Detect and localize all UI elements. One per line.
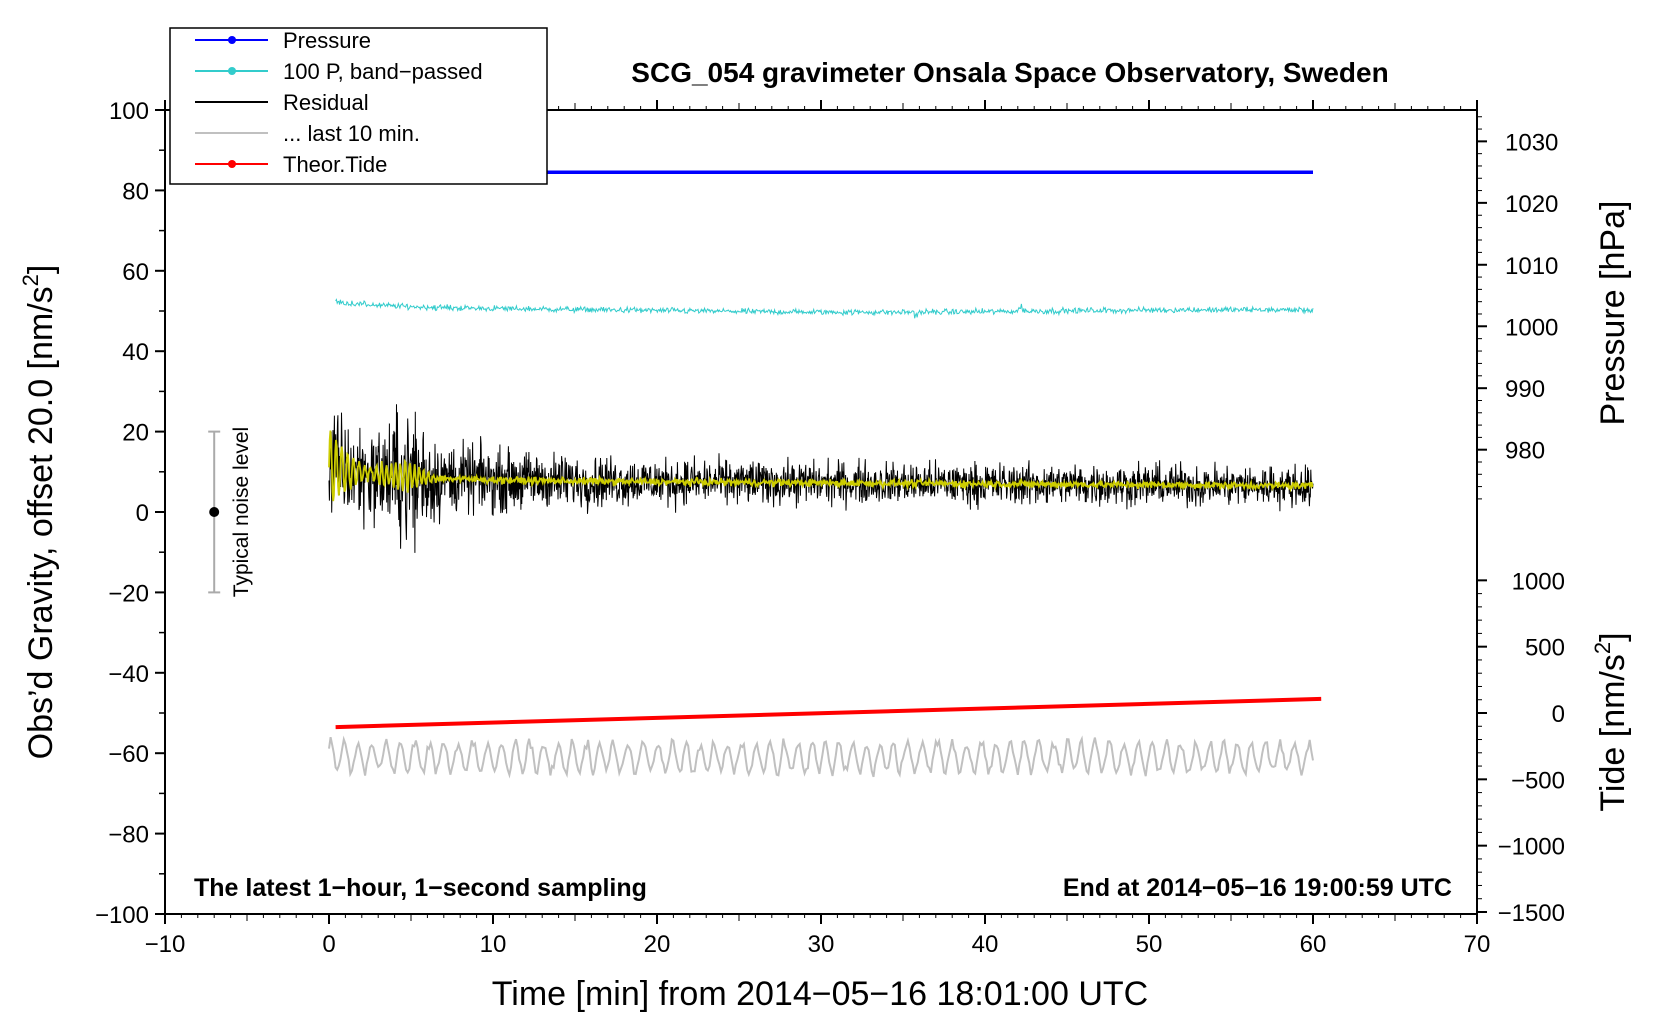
pressure-tick-label: 1020 bbox=[1505, 191, 1558, 218]
x-tick-label: 0 bbox=[322, 931, 335, 958]
x-tick-label: 40 bbox=[972, 931, 999, 958]
x-axis-title: Time [min] from 2014−05−16 18:01:00 UTC bbox=[492, 975, 1148, 1013]
y-tick-label: 60 bbox=[122, 259, 149, 286]
pressure-tick-label: 990 bbox=[1505, 376, 1545, 403]
annotation-left: The latest 1−hour, 1−second sampling bbox=[194, 874, 647, 902]
plot-frame bbox=[164, 109, 1478, 915]
x-tick-label: 10 bbox=[480, 931, 507, 958]
series-last-10-min bbox=[328, 735, 1314, 779]
tide-tick-label: 1000 bbox=[1512, 568, 1565, 595]
y-tick-label: −80 bbox=[108, 822, 149, 849]
y-tick-label: 40 bbox=[122, 339, 149, 366]
legend: Pressure 100 P, band−passed Residual ... la… bbox=[169, 27, 548, 185]
y-tick-label: 0 bbox=[136, 500, 149, 527]
noise-bar-label: Typical noise level bbox=[230, 427, 253, 597]
legend-box bbox=[169, 27, 548, 185]
tide-tick-label: −1000 bbox=[1498, 834, 1565, 861]
y-axis-title-tide-main: Tide [nm/s bbox=[1594, 654, 1632, 811]
y-axis-title-left: Obs’d Gravity, offset 20.0 [nm/s2] bbox=[18, 265, 60, 760]
plot-series bbox=[328, 170, 1322, 779]
tide-tick-label: 0 bbox=[1552, 701, 1565, 728]
legend-label: ... last 10 min. bbox=[283, 121, 420, 146]
x-tick-label: −10 bbox=[145, 931, 186, 958]
x-tick-label: 30 bbox=[808, 931, 835, 958]
x-tick-label: 50 bbox=[1136, 931, 1163, 958]
pressure-tick-label: 1030 bbox=[1505, 129, 1558, 156]
y-axis-title-pressure: Pressure [hPa] bbox=[1594, 201, 1632, 426]
pressure-tick-label: 980 bbox=[1505, 438, 1545, 465]
tide-tick-label: −1500 bbox=[1498, 900, 1565, 927]
x-tick-label: 20 bbox=[644, 931, 671, 958]
pressure-tick-label: 1010 bbox=[1505, 253, 1558, 280]
series-residual-smoothed bbox=[328, 430, 1314, 502]
series-theor-tide bbox=[335, 696, 1322, 730]
y-axis-title-left-sup: 2 bbox=[18, 274, 43, 286]
pressure-tick-label: 1000 bbox=[1505, 314, 1558, 341]
x-tick-label: 70 bbox=[1464, 931, 1491, 958]
chart-title: SCG_054 gravimeter Onsala Space Observat… bbox=[631, 57, 1388, 88]
y-axis-title-tide-end: ] bbox=[1594, 632, 1632, 641]
y-tick-label: −60 bbox=[108, 741, 149, 768]
legend-label: 100 P, band−passed bbox=[283, 59, 483, 84]
noise-bar: Typical noise level bbox=[208, 427, 253, 597]
legend-marker bbox=[228, 36, 236, 44]
legend-marker bbox=[228, 67, 236, 75]
y-tick-label: −100 bbox=[95, 902, 149, 929]
y-axis-title-tide: Tide [nm/s2] bbox=[1590, 632, 1632, 811]
x-tick-label: 60 bbox=[1300, 931, 1327, 958]
legend-label: Residual bbox=[283, 90, 369, 115]
axes: −10 0 10 20 30 40 50 60 70−100−80−60−40−20020406… bbox=[95, 98, 1565, 958]
tide-tick-label: 500 bbox=[1525, 635, 1565, 662]
y-tick-label: −40 bbox=[108, 661, 149, 688]
y-tick-label: 100 bbox=[109, 98, 149, 125]
y-tick-label: 20 bbox=[122, 420, 149, 447]
tide-tick-label: −500 bbox=[1511, 767, 1565, 794]
series-band-passed-pressure bbox=[335, 298, 1314, 319]
legend-marker bbox=[228, 160, 236, 168]
legend-label: Pressure bbox=[283, 28, 371, 53]
legend-label: Theor.Tide bbox=[283, 152, 387, 177]
y-axis-title-tide-sup: 2 bbox=[1590, 642, 1615, 654]
annotation-right: End at 2014−05−16 19:00:59 UTC bbox=[1063, 874, 1452, 902]
y-axis-title-left-end: ] bbox=[22, 265, 60, 274]
noise-bar-dot bbox=[209, 507, 220, 517]
y-tick-label: 80 bbox=[122, 178, 149, 205]
y-tick-label: −20 bbox=[108, 580, 149, 607]
y-axis-title-left-main: Obs’d Gravity, offset 20.0 [nm/s bbox=[22, 286, 60, 759]
